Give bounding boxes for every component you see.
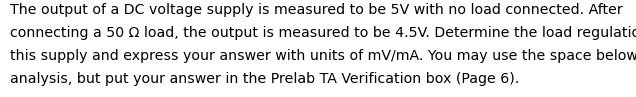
Text: The output of a DC voltage supply is measured to be 5V with no load connected. A: The output of a DC voltage supply is mea…	[10, 3, 622, 17]
Text: analysis, but put your answer in the Prelab TA Verification box (Page 6).: analysis, but put your answer in the Pre…	[10, 72, 519, 86]
Text: connecting a 50 Ω load, the output is measured to be 4.5V. Determine the load re: connecting a 50 Ω load, the output is me…	[10, 26, 636, 40]
Text: this supply and express your answer with units of mV/mA. You may use the space b: this supply and express your answer with…	[10, 49, 636, 63]
